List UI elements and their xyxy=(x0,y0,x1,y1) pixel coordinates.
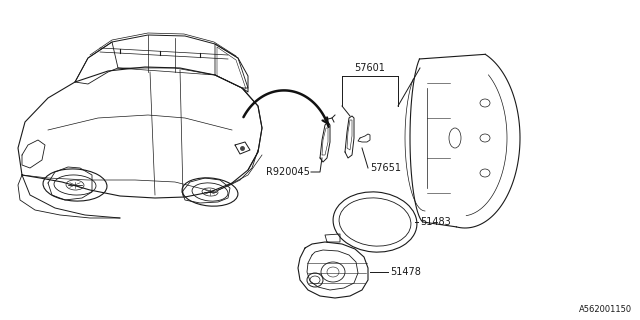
Text: 57601: 57601 xyxy=(355,63,385,73)
Text: 51478: 51478 xyxy=(390,267,421,277)
Text: A562001150: A562001150 xyxy=(579,305,632,314)
Text: 57651: 57651 xyxy=(370,163,401,173)
Text: R920045: R920045 xyxy=(266,167,310,177)
Text: 51483: 51483 xyxy=(420,217,451,227)
